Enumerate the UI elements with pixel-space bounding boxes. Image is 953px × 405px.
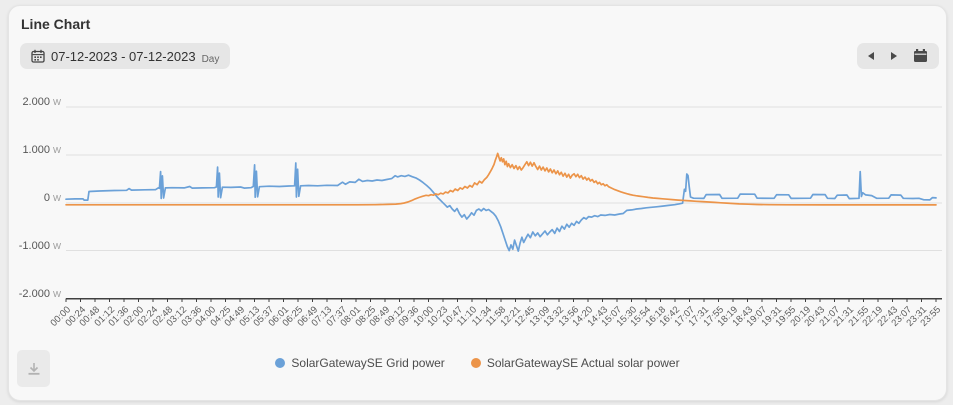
download-icon: [28, 362, 39, 375]
legend-dot: [470, 358, 481, 368]
legend-item-1[interactable]: SolarGatewaySE Actual solar power: [470, 356, 680, 370]
y-tick-label: 2.000 W: [22, 96, 61, 108]
y-tick-label: -1.000 W: [18, 239, 61, 252]
legend-dot: [275, 358, 286, 368]
chevron-right-icon: [890, 52, 897, 60]
date-range-label: 07-12-2023 - 07-12-2023: [51, 48, 196, 64]
calendar-icon: [31, 49, 45, 63]
line-chart-card: Line Chart 07-12-2023 - 07-12-2023 Day: [8, 5, 947, 401]
legend-label: SolarGatewaySE Grid power: [291, 356, 445, 370]
chart-canvas[interactable]: [9, 98, 946, 313]
next-day-button[interactable]: [889, 50, 899, 62]
date-range-button[interactable]: 07-12-2023 - 07-12-2023 Day: [20, 43, 231, 69]
prev-day-button[interactable]: [866, 50, 876, 62]
legend-label: SolarGatewaySE Actual solar power: [486, 356, 680, 370]
series-line-1: [65, 152, 937, 206]
calendar-filled-icon: [914, 49, 927, 62]
y-tick-label: 1.000 W: [22, 143, 61, 156]
calendar-picker-button[interactable]: [911, 47, 930, 65]
download-button[interactable]: [17, 350, 50, 387]
date-nav-group: [857, 43, 939, 69]
chevron-left-icon: [868, 52, 874, 60]
y-tick-label: -2.000 W: [18, 287, 61, 300]
legend-item-0[interactable]: SolarGatewaySE Grid power: [275, 356, 445, 370]
series-line-0: [65, 162, 937, 252]
page-title: Line Chart: [21, 16, 91, 32]
legend: SolarGatewaySE Grid power SolarGatewaySE …: [9, 356, 946, 370]
period-label: Day: [201, 54, 220, 65]
